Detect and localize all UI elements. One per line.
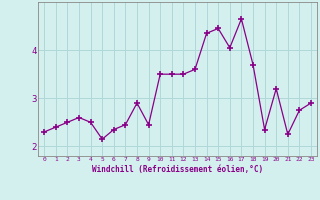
X-axis label: Windchill (Refroidissement éolien,°C): Windchill (Refroidissement éolien,°C) bbox=[92, 165, 263, 174]
